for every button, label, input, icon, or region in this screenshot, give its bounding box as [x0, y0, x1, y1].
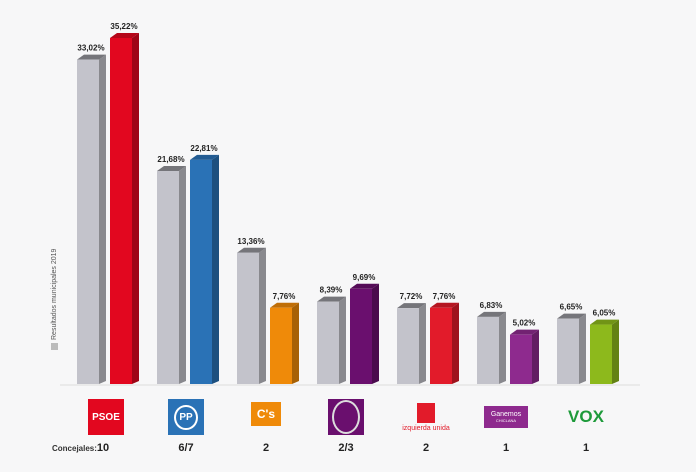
bar-side: [179, 166, 186, 384]
bar-psoe-0: [77, 59, 99, 384]
concejales-value: 6/7: [178, 442, 194, 454]
bar-izquierda-unida-0: [397, 308, 419, 384]
bar-c-s-0: [237, 252, 259, 384]
concejales-value: 1: [582, 442, 590, 454]
bar-top: [190, 154, 219, 160]
bar-top: [510, 329, 539, 335]
data-label: 13,36%: [237, 237, 264, 246]
bar-top: [590, 319, 619, 325]
concejales-value: 2/3: [338, 442, 354, 454]
concejales-label: Concejales:: [52, 444, 97, 453]
data-label: 6,65%: [560, 303, 583, 312]
bar-top: [77, 54, 106, 60]
bar-top: [477, 311, 506, 317]
vox-logo: VOX: [568, 399, 604, 435]
data-label: 6,83%: [480, 301, 503, 310]
concejales-value: 10: [96, 442, 110, 454]
pp-logo-text: PP: [174, 404, 198, 430]
bar-side: [579, 313, 586, 384]
data-label: 8,39%: [320, 286, 343, 295]
cs-logo-text: C's: [256, 407, 276, 421]
bar-top: [397, 303, 426, 309]
bar-vox-0: [557, 318, 579, 384]
data-label: 22,81%: [190, 144, 217, 153]
concejales-value: 1: [502, 442, 510, 454]
data-label: 7,76%: [273, 292, 296, 301]
bar-top: [350, 283, 379, 289]
legend-label: Resultados municipales 2019: [51, 248, 58, 340]
cs-logo: C's: [251, 402, 281, 426]
legend-swatch: [51, 343, 58, 350]
data-label: 9,69%: [353, 273, 376, 282]
bar-side: [259, 247, 266, 384]
bar-side: [212, 154, 219, 384]
data-label: 7,76%: [433, 292, 456, 301]
bar-side: [99, 54, 106, 384]
concejales-value: 2: [262, 442, 270, 454]
legend: Resultados municipales 2019: [51, 249, 58, 350]
vox-logo-text: VOX: [568, 407, 604, 426]
bar-ganemos-chiclana-0: [477, 316, 499, 384]
bar-side: [419, 303, 426, 384]
ganemos-logo: Ganemos CHICLANA: [484, 406, 528, 428]
bar-side: [612, 319, 619, 384]
data-label: 6,05%: [593, 309, 616, 318]
podemos-logo: [328, 399, 364, 435]
bar-pp-0: [157, 171, 179, 384]
bar-side: [532, 329, 539, 384]
bar-podemos-1: [350, 288, 372, 384]
bar-top: [270, 302, 299, 308]
bar-c-s-1: [270, 307, 292, 384]
bar-side: [452, 302, 459, 384]
bar-side: [132, 33, 139, 384]
bar-top: [110, 33, 139, 38]
bar-psoe-1: [110, 38, 132, 384]
data-label: 21,68%: [157, 155, 184, 164]
iu-logo-text: izquierda unida: [402, 424, 450, 432]
bar-side: [292, 302, 299, 384]
bar-top: [557, 313, 586, 319]
concejales-value: 2: [422, 442, 430, 454]
data-label: 35,22%: [110, 22, 137, 31]
bar-side: [339, 296, 346, 384]
bar-vox-1: [590, 324, 612, 384]
psoe-logo: PSOE: [88, 399, 124, 435]
bar-pp-1: [190, 159, 212, 384]
bar-side: [372, 283, 379, 384]
data-label: 33,02%: [77, 44, 104, 53]
bar-ganemos-chiclana-1: [510, 334, 532, 384]
bar-izquierda-unida-1: [430, 307, 452, 384]
iu-logo: izquierda unida: [396, 399, 456, 435]
bar-top: [237, 247, 266, 253]
bar-side: [499, 311, 506, 384]
psoe-logo-text: PSOE: [92, 411, 120, 423]
data-label: 7,72%: [400, 292, 423, 301]
bar-top: [157, 166, 186, 172]
pp-logo: PP: [168, 399, 204, 435]
ganemos-logo-text: Ganemos: [490, 411, 522, 418]
bar-top: [317, 296, 346, 302]
data-label: 5,02%: [513, 319, 536, 328]
ganemos-logo-subtext: CHICLANA: [495, 418, 517, 423]
bar-podemos-0: [317, 301, 339, 384]
bar-top: [430, 302, 459, 308]
